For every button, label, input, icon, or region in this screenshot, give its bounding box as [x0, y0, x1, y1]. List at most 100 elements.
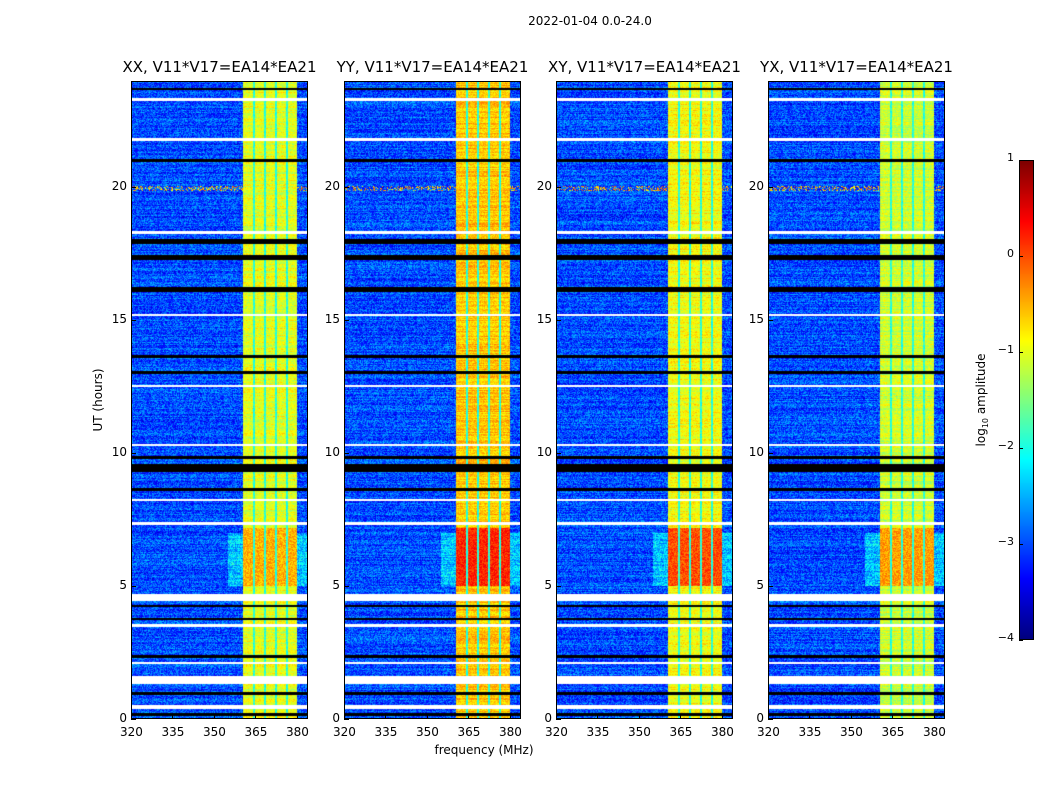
colorbar-tick-mark [1019, 640, 1023, 641]
y-tick-label: 0 [756, 711, 764, 725]
x-tick-mark [768, 714, 769, 719]
colorbar-label: log10 amplitude [974, 354, 990, 447]
y-tick-label: 5 [119, 578, 127, 593]
y-axis-label: UT (hours) [91, 368, 105, 432]
figure-title: 2022-01-04 0.0-24.0 [528, 14, 652, 28]
x-tick-label: 380 [498, 725, 522, 739]
y-tick-label: 0 [544, 711, 552, 725]
y-tick-label: 15 [111, 312, 127, 327]
x-tick-label: 335 [798, 725, 822, 739]
y-tick-mark [556, 586, 561, 588]
y-tick-mark [768, 719, 773, 720]
y-tick-mark [768, 320, 773, 322]
colorbar-tick-label: −2 [997, 439, 1014, 452]
y-tick-mark [768, 586, 773, 588]
colorbar-tick-mark [1019, 448, 1023, 449]
x-tick-mark [509, 714, 511, 719]
x-tick-label: 350 [202, 725, 226, 739]
panel-title: XY, V11*V17=EA14*EA21 [548, 58, 741, 76]
x-tick-mark [892, 714, 894, 719]
x-tick-label: 380 [922, 725, 946, 739]
y-tick-mark [131, 719, 136, 720]
y-tick-mark [556, 320, 561, 322]
spectrogram-panel-0 [131, 81, 308, 719]
x-tick-mark [213, 714, 215, 719]
y-tick-label: 15 [324, 312, 340, 327]
x-tick-label: 365 [244, 725, 268, 739]
x-tick-mark [255, 714, 257, 719]
spectrogram-heatmap [345, 82, 520, 718]
x-tick-mark [131, 714, 132, 719]
spectrogram-heatmap [769, 82, 944, 718]
x-axis-label: frequency (MHz) [434, 743, 534, 757]
colorbar-tick-mark [1019, 160, 1023, 161]
x-tick-mark [680, 714, 682, 719]
colorbar-tick-label: −3 [997, 535, 1014, 548]
colorbar-tick-label: 1 [1007, 151, 1014, 164]
x-tick-mark [933, 714, 935, 719]
panel-title: XX, V11*V17=EA14*EA21 [122, 58, 317, 76]
y-tick-label: 20 [748, 179, 764, 194]
y-tick-mark [556, 187, 561, 189]
x-tick-mark [809, 714, 811, 719]
x-tick-label: 365 [881, 725, 905, 739]
y-tick-mark [344, 320, 349, 322]
y-tick-mark [344, 187, 349, 189]
x-tick-label: 320 [757, 725, 780, 739]
x-tick-mark [385, 714, 387, 719]
y-tick-label: 10 [111, 445, 127, 460]
y-tick-mark [556, 453, 561, 455]
x-tick-label: 335 [586, 725, 610, 739]
y-tick-label: 15 [748, 312, 764, 327]
spectrogram-panel-3 [768, 81, 945, 719]
spectrogram-heatmap [132, 82, 307, 718]
y-tick-label: 20 [324, 179, 340, 194]
y-tick-label: 5 [332, 578, 340, 593]
colorbar-tick-label: 0 [1007, 247, 1014, 260]
x-tick-mark [344, 714, 345, 719]
x-tick-label: 365 [457, 725, 481, 739]
colorbar-label-main: log [973, 428, 988, 447]
y-tick-mark [344, 719, 349, 720]
y-tick-label: 20 [111, 179, 127, 194]
colorbar-tick-mark [1019, 544, 1023, 545]
x-tick-mark [721, 714, 723, 719]
x-tick-label: 380 [710, 725, 734, 739]
y-tick-label: 5 [544, 578, 552, 593]
x-tick-label: 335 [161, 725, 185, 739]
y-tick-mark [768, 187, 773, 189]
x-tick-mark [296, 714, 298, 719]
x-tick-label: 350 [839, 725, 863, 739]
x-tick-label: 320 [120, 725, 143, 739]
x-tick-mark [638, 714, 640, 719]
colorbar-tick-mark [1019, 352, 1023, 353]
colorbar-tick-label: −1 [997, 343, 1014, 356]
y-tick-mark [768, 453, 773, 455]
y-tick-mark [344, 586, 349, 588]
x-tick-label: 350 [627, 725, 651, 739]
x-tick-label: 320 [333, 725, 356, 739]
colorbar-label-sub: 10 [981, 417, 991, 429]
panel-title: YY, V11*V17=EA14*EA21 [336, 58, 529, 76]
panel-title: YX, V11*V17=EA14*EA21 [760, 58, 953, 76]
colorbar-tick-label: −4 [997, 631, 1014, 644]
x-tick-label: 350 [415, 725, 439, 739]
colorbar-tick-mark [1019, 256, 1023, 257]
y-tick-label: 0 [119, 711, 127, 725]
spectrogram-heatmap [557, 82, 732, 718]
x-tick-mark [172, 714, 174, 719]
x-tick-label: 365 [669, 725, 693, 739]
colorbar-label-rest: amplitude [973, 353, 988, 418]
y-tick-mark [556, 719, 561, 720]
colorbar-gradient [1020, 161, 1033, 639]
x-tick-label: 335 [374, 725, 398, 739]
x-tick-mark [556, 714, 557, 719]
spectrogram-panel-2 [556, 81, 733, 719]
y-tick-label: 20 [536, 179, 552, 194]
y-tick-mark [344, 453, 349, 455]
y-tick-mark [131, 320, 136, 322]
y-tick-label: 0 [332, 711, 340, 725]
colorbar [1019, 160, 1034, 640]
x-tick-mark [468, 714, 470, 719]
y-tick-mark [131, 187, 136, 189]
